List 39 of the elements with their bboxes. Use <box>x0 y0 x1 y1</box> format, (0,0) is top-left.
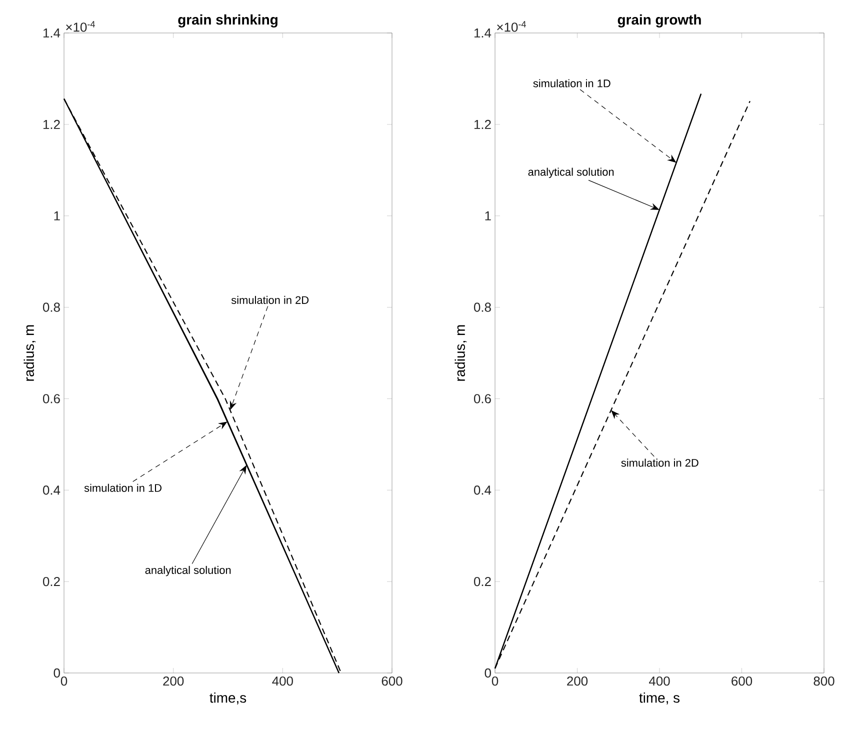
y-tick-label: 0 <box>54 668 60 678</box>
y-tick-label: 0.8 <box>474 302 491 312</box>
annotation: simulation in 2D <box>621 458 698 467</box>
y-tick-label: 0 <box>484 668 491 678</box>
y-axis-title: radius, m <box>24 325 36 381</box>
x-tick-label: 400 <box>649 676 670 686</box>
x-tick-label: 200 <box>163 676 184 686</box>
text: ×10$^{-4}$ <box>497 21 526 32</box>
y-tick-label: 0.4 <box>474 486 492 495</box>
y-tick-label: 0.6 <box>42 394 60 404</box>
y-tick-label: 1.2 <box>43 120 60 129</box>
x-tick-label: 0 <box>492 676 498 686</box>
y-tick-label: 1 <box>485 211 491 220</box>
y-tick-label: 1.4 <box>474 28 492 38</box>
x-tick-label: 200 <box>567 676 588 686</box>
text: ×10$^{-4}$ <box>66 21 95 32</box>
y-tick-label: 0.4 <box>42 486 60 495</box>
x-tick-label: 800 <box>814 676 834 686</box>
x-axis-title: time, s <box>639 692 680 704</box>
y-tick-label: 0.2 <box>474 576 491 586</box>
annotation: simulation in 1D <box>533 79 610 88</box>
y-tick-label: 1.4 <box>43 28 60 38</box>
y-tick-label: 1.2 <box>474 120 491 129</box>
x-tick-label: 0 <box>60 676 68 686</box>
chart-title: grain growth <box>618 14 701 28</box>
annotation: simulation in 2D <box>231 296 309 304</box>
y-tick-label: 0.8 <box>42 302 60 312</box>
y-axis-title: radius, m <box>454 325 467 381</box>
y-tick-label: 1 <box>54 211 60 220</box>
y-tick-label: 0.6 <box>474 394 491 404</box>
x-tick-label: 400 <box>272 676 293 686</box>
y-tick-label: 0.2 <box>42 576 60 586</box>
annotation: analytical solution <box>528 168 614 178</box>
chart-title: grain shrinking <box>178 14 278 28</box>
x-tick-label: 600 <box>732 676 752 686</box>
x-axis-title: time,s <box>210 692 246 704</box>
x-tick-label: 600 <box>382 676 402 686</box>
annotation: simulation in 1D <box>84 484 162 492</box>
annotation: analytical solution <box>145 566 231 576</box>
